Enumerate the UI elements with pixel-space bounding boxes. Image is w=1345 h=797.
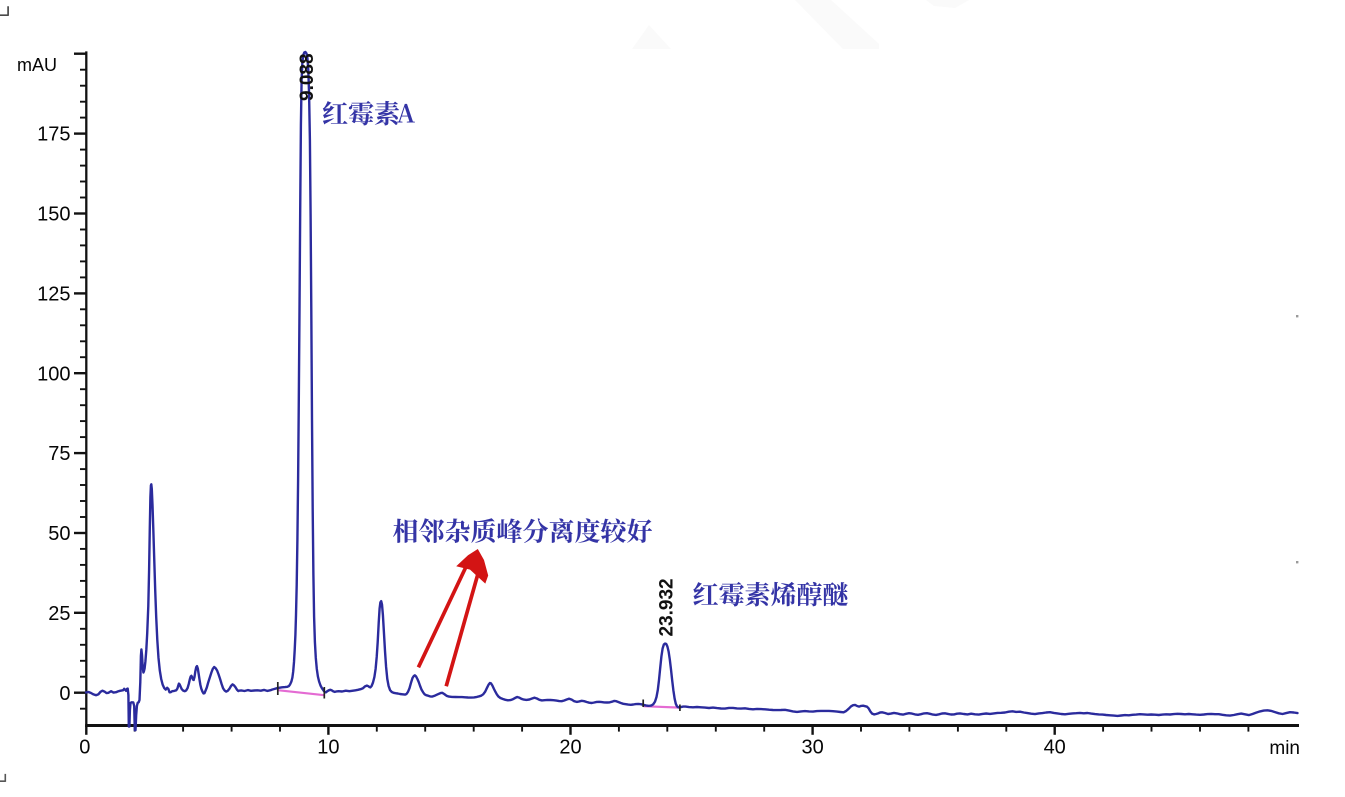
svg-text:50: 50: [48, 523, 70, 545]
svg-text:30: 30: [801, 737, 823, 759]
svg-text:mAU: mAU: [17, 55, 57, 75]
svg-text:125: 125: [37, 284, 70, 306]
svg-text:0: 0: [59, 683, 70, 705]
svg-text:min: min: [1269, 738, 1300, 759]
svg-text:0: 0: [79, 737, 90, 759]
svg-text:175: 175: [37, 124, 70, 146]
svg-text:100: 100: [37, 363, 70, 385]
svg-text:25: 25: [48, 603, 70, 625]
svg-text:20: 20: [559, 737, 581, 759]
svg-text:10: 10: [317, 737, 339, 759]
svg-text:150: 150: [37, 204, 70, 226]
svg-text:9.088: 9.088: [297, 53, 318, 101]
svg-text:23.932: 23.932: [657, 578, 678, 636]
svg-text:40: 40: [1044, 737, 1066, 759]
svg-text:75: 75: [48, 443, 70, 465]
